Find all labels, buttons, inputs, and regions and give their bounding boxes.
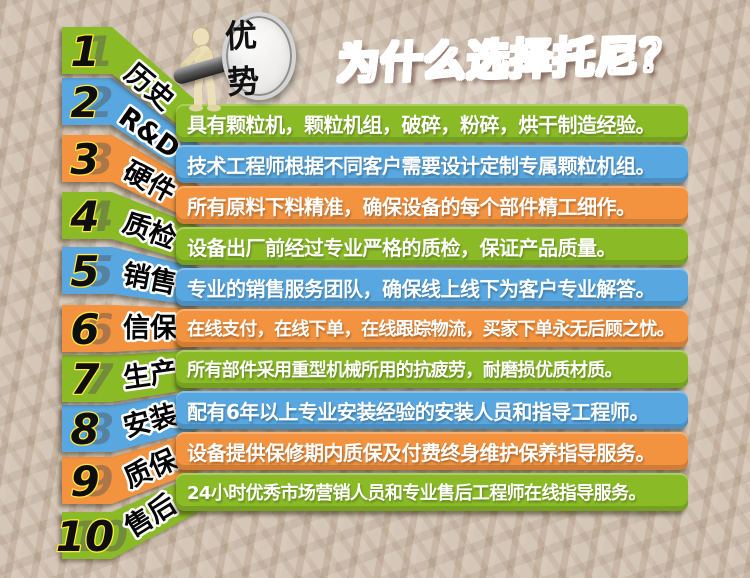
benefit-bar: 具有颗粒机，颗粒机组，破碎，粉碎，烘干制造经验。: [176, 104, 688, 142]
benefit-text: 配有6年以上专业安装经验的安装人员和指导工程师。: [187, 399, 649, 424]
item-number: 8: [70, 405, 99, 454]
item-number-shadow: 1: [84, 27, 113, 76]
item-number: 5: [70, 247, 99, 296]
item-number: 3: [70, 135, 99, 184]
item-number-shadow: 4: [83, 192, 113, 241]
ribbon-shape: [62, 192, 200, 265]
item-number-shadow: 10: [70, 512, 128, 561]
benefit-bar: 设备出厂前经过专业严格的质检，保证产品质量。: [176, 227, 688, 265]
ribbon-shape: [62, 473, 200, 559]
item-number: 9: [70, 457, 99, 506]
item-number-shadow: 5: [84, 247, 113, 296]
benefit-bar: 技术工程师根据不同客户需要设计定制专属颗粒机组。: [176, 145, 688, 183]
item-number: 6: [70, 305, 99, 354]
benefit-text: 技术工程师根据不同客户需要设计定制专属颗粒机组。: [187, 153, 656, 178]
item-number-shadow: 6: [84, 305, 113, 354]
magnifier-lens: 优势: [222, 12, 296, 102]
item-number: 4: [69, 192, 99, 241]
benefit-bar: 专业的销售服务团队，确保线上线下为客户专业解答。: [176, 268, 688, 306]
item-number: 7: [70, 355, 100, 404]
main-title: 为什么选择托尼？: [335, 30, 685, 90]
item-number: 1: [70, 27, 99, 76]
ribbon-shape: [62, 135, 200, 224]
benefit-bar: 所有原料下料精准，确保设备的每个部件精工细作。: [176, 186, 688, 224]
benefit-bar: 所有部件采用重型机械所用的抗疲劳，耐磨损优质材质。: [176, 350, 688, 388]
item-tag: 信保: [123, 313, 178, 344]
item-number-shadow: 3: [84, 135, 113, 184]
benefit-bar: 设备提供保修期内质保及付费终身维护保养指导服务。: [176, 432, 688, 470]
benefit-text: 设备出厂前经过专业严格的质检，保证产品质量。: [187, 235, 617, 260]
benefit-text: 所有部件采用重型机械所用的抗疲劳，耐磨损优质材质。: [187, 360, 623, 381]
item-number: 2: [70, 78, 99, 127]
item-number-shadow: 9: [84, 457, 113, 506]
ribbon-shape: [62, 27, 200, 142]
benefit-text: 具有颗粒机，颗粒机组，破碎，粉碎，烘干制造经验。: [187, 112, 656, 137]
advantage-label: 优势: [223, 16, 263, 102]
benefit-bar: 配有6年以上专业安装经验的安装人员和指导工程师。: [176, 391, 688, 429]
ribbon-shape: [62, 305, 200, 352]
ribbon-shape: [62, 78, 200, 183]
item-number-shadow: 2: [84, 78, 113, 127]
benefit-text: 专业的销售服务团队，确保线上线下为客户专业解答。: [187, 276, 656, 301]
benefit-text: 设备提供保修期内质保及付费终身维护保养指导服务。: [187, 440, 656, 465]
ribbon-shape: [62, 391, 200, 452]
item-number-shadow: 7: [84, 355, 114, 404]
benefit-bar: 24小时优秀市场营销人员和专业售后工程师在线指导服务。: [176, 473, 688, 511]
ribbon-shape: [62, 247, 200, 306]
benefit-text: 所有原料下料精准，确保设备的每个部件精工细作。: [187, 194, 636, 219]
ribbon-shape: [62, 350, 200, 402]
item-number: 10: [56, 512, 114, 561]
benefit-text: 24小时优秀市场营销人员和专业售后工程师在线指导服务。: [187, 483, 646, 504]
benefit-bar: 在线支付，在线下单，在线跟踪物流，买家下单永无后顾之忧。: [176, 309, 688, 347]
item-tag: 质检: [119, 207, 181, 256]
item-tag: 生产: [121, 356, 179, 394]
ribbon-shape: [62, 432, 200, 504]
item-number-shadow: 8: [84, 405, 113, 454]
ribbon-shapes: [62, 27, 200, 559]
benefit-text: 在线支付，在线下单，在线跟踪物流，买家下单永无后顾之忧。: [187, 319, 675, 340]
